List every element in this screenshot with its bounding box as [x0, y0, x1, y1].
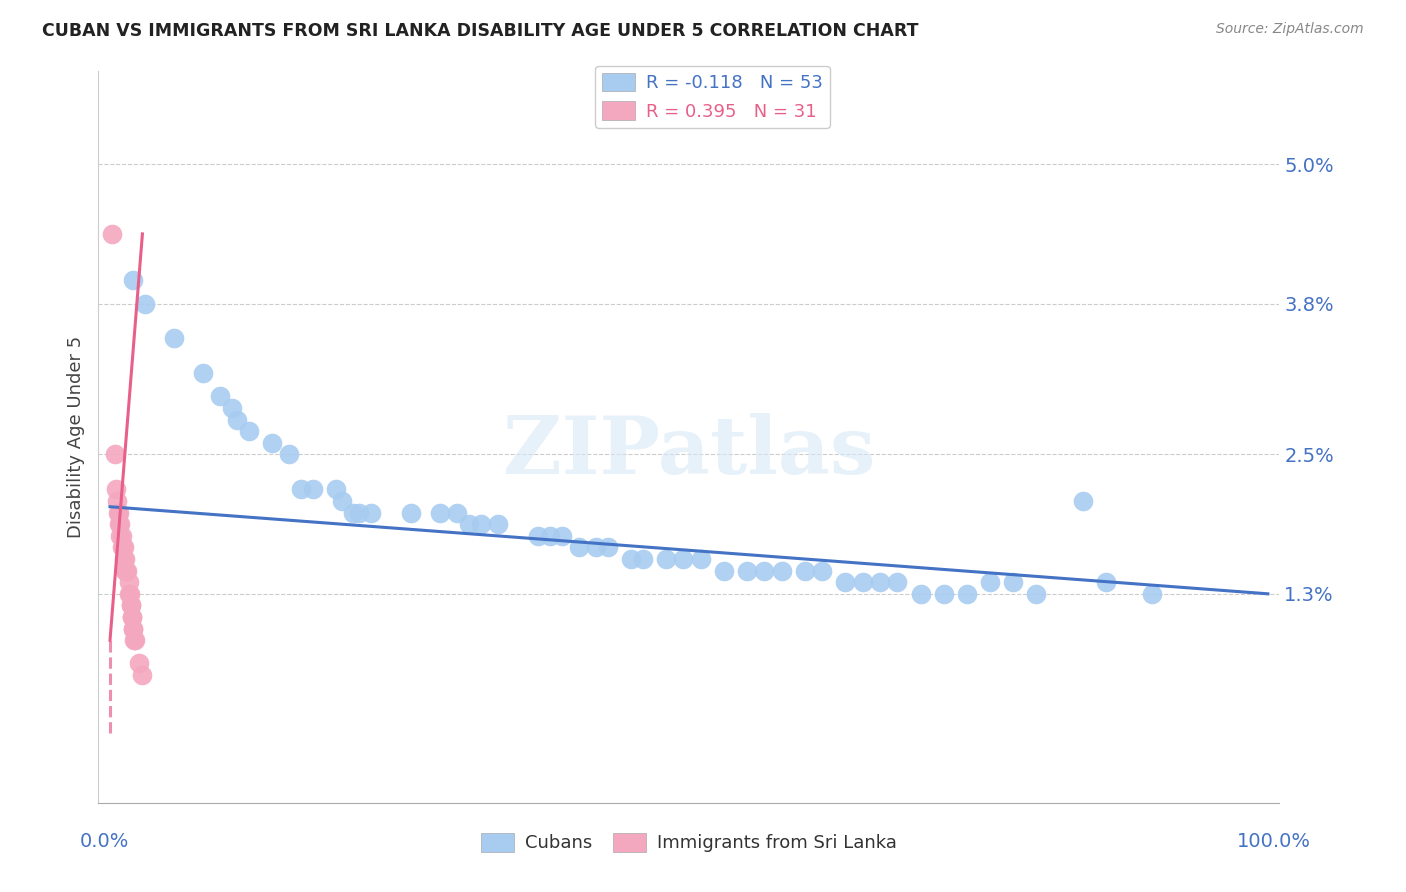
- Point: [107, 506, 129, 520]
- Point: [886, 575, 908, 590]
- Point: [124, 633, 146, 648]
- Point: [852, 575, 875, 590]
- Point: [120, 599, 142, 613]
- Point: [128, 657, 150, 671]
- Point: [124, 633, 146, 648]
- Legend: Cubans, Immigrants from Sri Lanka: Cubans, Immigrants from Sri Lanka: [474, 826, 904, 860]
- Point: [596, 541, 619, 555]
- Point: [122, 622, 145, 636]
- Point: [932, 587, 955, 601]
- Point: [101, 227, 124, 241]
- Point: [620, 552, 643, 566]
- Point: [301, 483, 323, 497]
- Point: [131, 668, 153, 682]
- Point: [191, 366, 214, 380]
- Point: [122, 273, 145, 287]
- Point: [104, 448, 127, 462]
- Point: [330, 494, 353, 508]
- Point: [121, 610, 143, 624]
- Point: [1071, 494, 1094, 508]
- Point: [538, 529, 561, 543]
- Point: [208, 389, 231, 403]
- Point: [429, 506, 451, 520]
- Point: [655, 552, 678, 566]
- Point: [117, 575, 139, 590]
- Point: [226, 412, 249, 426]
- Point: [120, 599, 142, 613]
- Y-axis label: Disability Age Under 5: Disability Age Under 5: [66, 336, 84, 538]
- Point: [163, 331, 186, 345]
- Point: [1094, 575, 1116, 590]
- Point: [111, 541, 134, 555]
- Point: [770, 564, 793, 578]
- Point: [446, 506, 468, 520]
- Point: [399, 506, 422, 520]
- Point: [112, 541, 135, 555]
- Point: [117, 587, 139, 601]
- Point: [115, 564, 138, 578]
- Point: [121, 610, 143, 624]
- Point: [342, 506, 364, 520]
- Point: [470, 517, 492, 532]
- Text: 0.0%: 0.0%: [80, 832, 129, 851]
- Point: [550, 529, 572, 543]
- Text: CUBAN VS IMMIGRANTS FROM SRI LANKA DISABILITY AGE UNDER 5 CORRELATION CHART: CUBAN VS IMMIGRANTS FROM SRI LANKA DISAB…: [42, 22, 918, 40]
- Point: [568, 541, 591, 555]
- Point: [112, 552, 135, 566]
- Point: [1025, 587, 1047, 601]
- Point: [360, 506, 382, 520]
- Point: [110, 517, 132, 532]
- Point: [631, 552, 654, 566]
- Point: [910, 587, 932, 601]
- Point: [735, 564, 758, 578]
- Point: [486, 517, 509, 532]
- Point: [585, 541, 607, 555]
- Point: [117, 564, 139, 578]
- Point: [979, 575, 1001, 590]
- Point: [108, 506, 131, 520]
- Point: [114, 564, 136, 578]
- Text: 100.0%: 100.0%: [1237, 832, 1310, 851]
- Point: [713, 564, 735, 578]
- Point: [238, 424, 260, 438]
- Point: [754, 564, 776, 578]
- Point: [793, 564, 815, 578]
- Point: [1002, 575, 1025, 590]
- Point: [672, 552, 695, 566]
- Point: [811, 564, 834, 578]
- Text: Source: ZipAtlas.com: Source: ZipAtlas.com: [1216, 22, 1364, 37]
- Point: [118, 587, 141, 601]
- Point: [956, 587, 979, 601]
- Point: [527, 529, 550, 543]
- Point: [262, 436, 284, 450]
- Point: [458, 517, 481, 532]
- Point: [110, 529, 132, 543]
- Point: [122, 622, 145, 636]
- Point: [347, 506, 370, 520]
- Point: [110, 529, 132, 543]
- Point: [278, 448, 301, 462]
- Point: [290, 483, 312, 497]
- Point: [108, 517, 131, 532]
- Point: [869, 575, 891, 590]
- Point: [110, 541, 132, 555]
- Text: ZIPatlas: ZIPatlas: [503, 413, 875, 491]
- Point: [104, 483, 127, 497]
- Point: [221, 401, 243, 415]
- Point: [834, 575, 856, 590]
- Point: [1140, 587, 1163, 601]
- Point: [325, 483, 347, 497]
- Point: [105, 494, 128, 508]
- Point: [114, 552, 136, 566]
- Point: [134, 296, 156, 310]
- Point: [689, 552, 711, 566]
